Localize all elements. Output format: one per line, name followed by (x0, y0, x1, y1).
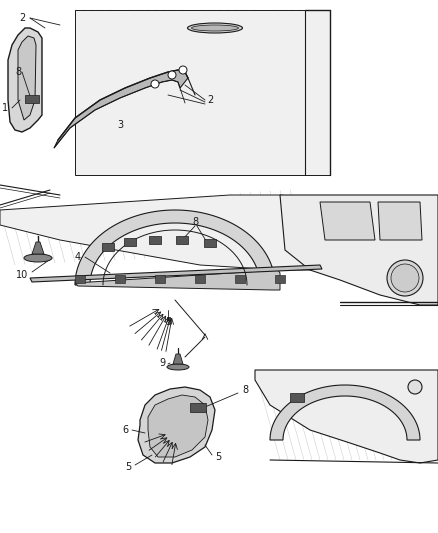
Ellipse shape (167, 364, 189, 370)
Polygon shape (320, 202, 375, 240)
Polygon shape (173, 354, 183, 364)
Circle shape (387, 260, 423, 296)
Bar (155, 275, 165, 283)
Text: 5: 5 (165, 317, 171, 327)
Bar (190, 403, 206, 412)
Bar (195, 275, 205, 283)
Bar (275, 275, 285, 283)
Text: 6: 6 (122, 425, 128, 435)
Circle shape (151, 80, 159, 88)
Polygon shape (32, 242, 44, 254)
Polygon shape (270, 385, 420, 440)
Polygon shape (75, 270, 280, 290)
Text: 1: 1 (2, 103, 8, 113)
Bar (204, 239, 216, 247)
Polygon shape (75, 10, 330, 175)
Polygon shape (18, 36, 36, 120)
Circle shape (179, 66, 187, 74)
Bar (124, 238, 136, 246)
Bar (102, 243, 114, 251)
Ellipse shape (24, 254, 52, 262)
Text: 4: 4 (75, 252, 81, 262)
Polygon shape (255, 370, 438, 463)
Polygon shape (30, 265, 322, 282)
Text: 2: 2 (207, 95, 213, 105)
Polygon shape (54, 70, 188, 148)
Text: 8: 8 (15, 67, 21, 77)
Polygon shape (378, 202, 422, 240)
Text: 2: 2 (19, 13, 25, 23)
Bar (149, 236, 161, 244)
Text: 8: 8 (242, 385, 248, 395)
Polygon shape (75, 210, 275, 285)
Text: 10: 10 (16, 270, 28, 280)
Bar (75, 275, 85, 283)
Bar (235, 275, 245, 283)
Polygon shape (8, 28, 42, 132)
Circle shape (168, 71, 176, 79)
Bar (115, 275, 125, 283)
Polygon shape (148, 395, 208, 457)
Bar (290, 393, 304, 402)
Circle shape (408, 380, 422, 394)
Ellipse shape (191, 25, 239, 31)
Circle shape (391, 264, 419, 292)
Bar (176, 236, 188, 244)
Ellipse shape (187, 23, 243, 33)
Polygon shape (0, 195, 340, 270)
Text: 9: 9 (159, 358, 165, 368)
Text: 5: 5 (125, 462, 131, 472)
Text: 8: 8 (192, 217, 198, 227)
Text: 5: 5 (215, 452, 221, 462)
Text: 3: 3 (117, 120, 123, 130)
Polygon shape (280, 195, 438, 305)
Polygon shape (138, 387, 215, 463)
Bar (25, 95, 39, 103)
